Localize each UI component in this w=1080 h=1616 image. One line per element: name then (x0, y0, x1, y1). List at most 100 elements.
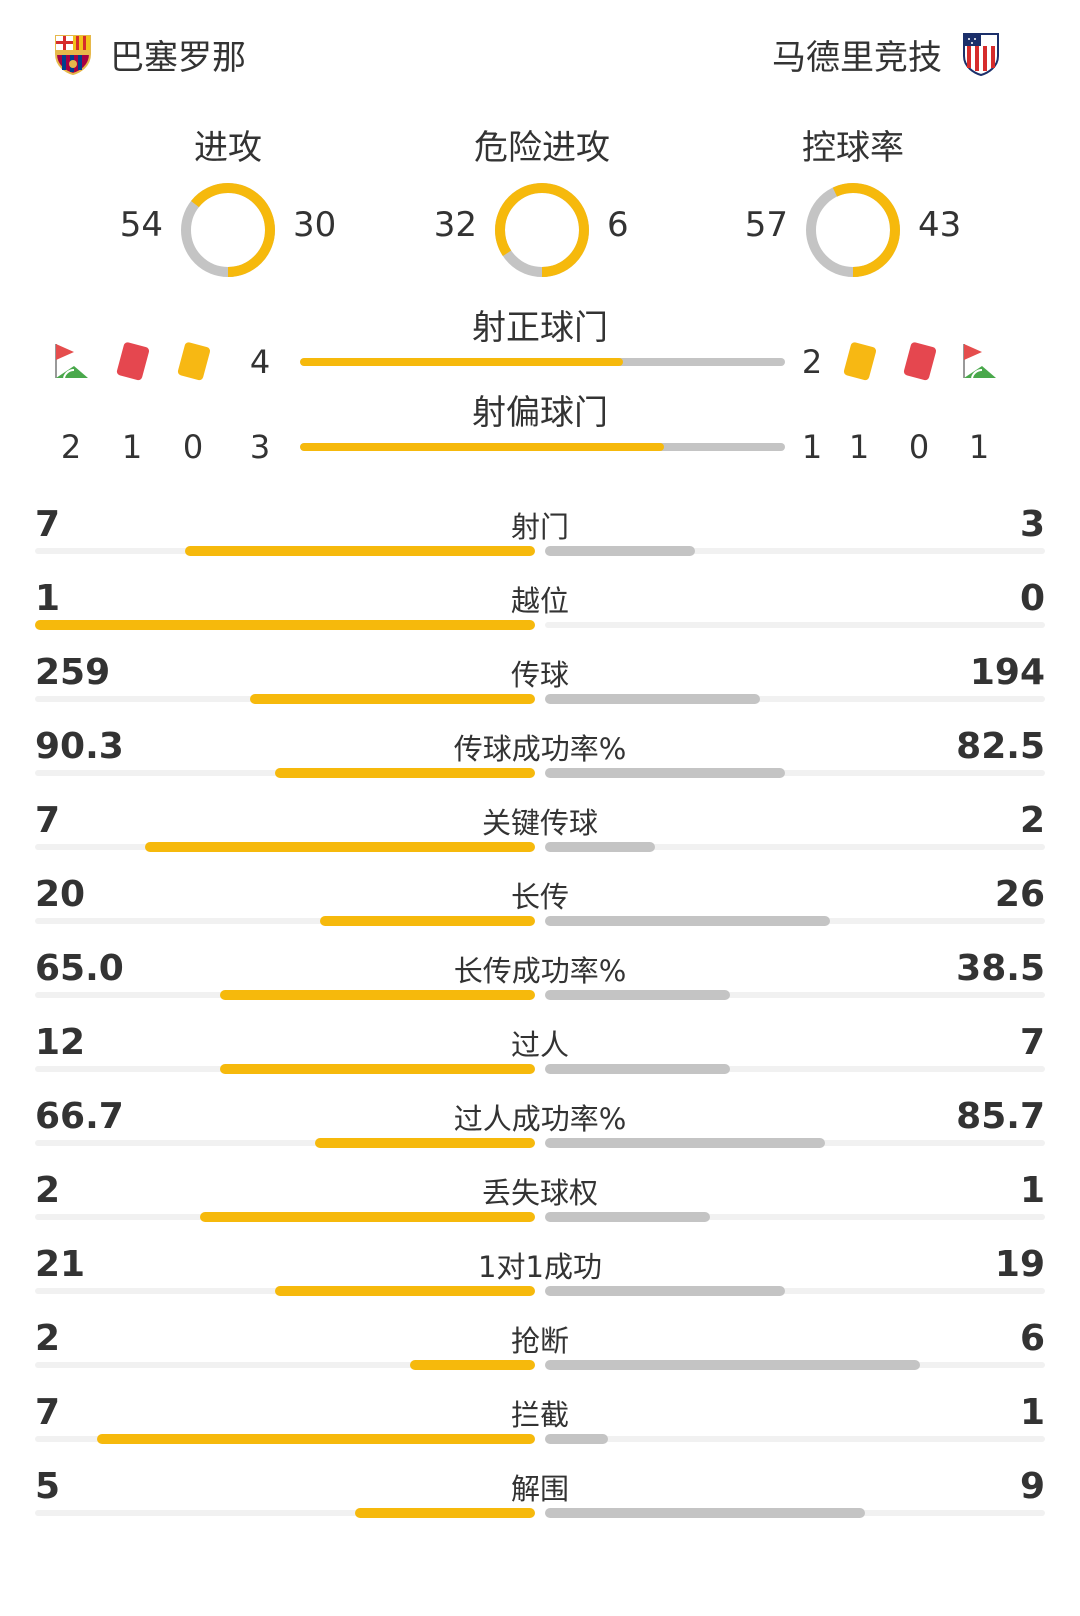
stat-home-track (35, 1140, 535, 1146)
stat-home-track (35, 1362, 535, 1368)
donut-home-value: 54 (119, 205, 163, 245)
donut-stat: 进攻 54 30 (78, 120, 378, 290)
donut-title: 危险进攻 (474, 128, 610, 168)
stat-row: 90.3 传球成功率% 82.5 (0, 716, 1080, 792)
donut-title: 控球率 (802, 128, 904, 168)
stat-home-bar (35, 620, 535, 630)
stat-row: 20 长传 26 (0, 864, 1080, 940)
donut-home-value: 32 (433, 205, 477, 245)
stat-away-bar (545, 1286, 785, 1296)
stat-label: 过人成功率% (453, 1102, 627, 1136)
stat-home-value: 7 (35, 504, 61, 545)
stat-away-bar (545, 990, 730, 1000)
stat-home-bar (97, 1434, 535, 1444)
stat-row: 2 丢失球权 1 (0, 1160, 1080, 1236)
home-red-cards: 1 (121, 428, 143, 466)
home-team-name[interactable]: 巴塞罗那 (110, 38, 246, 78)
stat-home-bar (200, 1212, 535, 1222)
red-card-icon (903, 342, 937, 381)
donut-stat: 控球率 57 43 (703, 120, 1003, 290)
donut-home-arc (806, 183, 900, 277)
donut-away-value: 43 (918, 205, 962, 245)
stat-home-bar (185, 546, 535, 556)
stat-home-value: 65.0 (35, 948, 124, 989)
stat-away-bar (545, 1508, 865, 1518)
stat-away-value: 6 (1019, 1318, 1045, 1359)
stat-row: 5 解围 9 (0, 1456, 1080, 1532)
stat-label: 传球 (510, 658, 569, 692)
shots-off-away: 1 (801, 428, 823, 466)
donut-away-value: 6 (607, 205, 629, 245)
stat-away-track (545, 1436, 1045, 1442)
shots-off-label: 射偏球门 (472, 393, 608, 433)
shots-on-home: 4 (249, 343, 271, 381)
stat-home-bar (275, 768, 535, 778)
stat-away-track (545, 992, 1045, 998)
stat-home-bar (145, 842, 535, 852)
stat-home-bar (320, 916, 535, 926)
away-corners: 1 (968, 428, 990, 466)
stat-home-value: 259 (35, 652, 111, 693)
stat-away-value: 26 (994, 874, 1045, 915)
stat-home-value: 12 (35, 1022, 86, 1063)
stat-row: 65.0 长传成功率% 38.5 (0, 938, 1080, 1014)
stat-away-bar (545, 694, 760, 704)
stat-label: 抢断 (510, 1324, 569, 1358)
stat-away-track (545, 1288, 1045, 1294)
stat-home-track (35, 1510, 535, 1516)
stat-home-value: 66.7 (35, 1096, 124, 1137)
stat-away-bar (545, 546, 695, 556)
stat-away-bar (545, 768, 785, 778)
stat-away-bar (545, 1360, 920, 1370)
stat-away-track (545, 770, 1045, 776)
stat-away-value: 7 (1019, 1022, 1045, 1063)
stat-row: 2 抢断 6 (0, 1308, 1080, 1384)
stat-away-bar (545, 1212, 710, 1222)
stat-home-bar (250, 694, 535, 704)
stat-away-track (545, 622, 1045, 628)
stat-label: 长传 (510, 880, 569, 914)
shots-off-bar (300, 443, 785, 451)
stat-row: 259 传球 194 (0, 642, 1080, 718)
stat-away-track (545, 1214, 1045, 1220)
shots-on-bar (300, 358, 785, 366)
stat-away-bar (545, 916, 830, 926)
away-team-name[interactable]: 马德里竞技 (772, 38, 942, 78)
stat-row: 7 关键传球 2 (0, 790, 1080, 866)
stat-row: 1 越位 0 (0, 568, 1080, 644)
stat-row: 66.7 过人成功率% 85.7 (0, 1086, 1080, 1162)
stat-row: 21 1对1成功 19 (0, 1234, 1080, 1310)
stat-home-track (35, 918, 535, 924)
home-corners: 2 (60, 428, 82, 466)
stat-away-value: 194 (969, 652, 1045, 693)
stat-away-value: 3 (1019, 504, 1045, 545)
stat-home-value: 7 (35, 800, 61, 841)
stat-away-value: 0 (1019, 578, 1045, 619)
donut-ring (495, 183, 589, 277)
stat-away-value: 9 (1019, 1466, 1045, 1507)
corner-flag-icon (963, 344, 996, 379)
shots-off-home-fill (300, 443, 664, 451)
barcelona-crest-icon (55, 35, 91, 76)
stat-away-track (545, 1066, 1045, 1072)
home-yellow-cards: 0 (182, 428, 204, 466)
stat-label: 越位 (510, 584, 569, 618)
atletico-crest-icon (963, 33, 999, 76)
stat-home-bar (220, 990, 535, 1000)
stat-label: 关键传球 (481, 806, 598, 840)
donut-home-arc (181, 183, 275, 277)
stat-row: 7 射门 3 (0, 494, 1080, 570)
stat-row: 7 拦截 1 (0, 1382, 1080, 1458)
stat-home-value: 7 (35, 1392, 61, 1433)
stat-home-value: 2 (35, 1318, 61, 1359)
away-yellow-cards: 1 (848, 428, 870, 466)
donut-home-arc (495, 183, 589, 277)
donut-ring (181, 183, 275, 277)
stat-label: 长传成功率% (453, 954, 627, 988)
stat-label: 丢失球权 (481, 1176, 598, 1210)
stat-label: 传球成功率% (453, 732, 627, 766)
donut-stat: 危险进攻 32 6 (392, 120, 692, 290)
stat-away-value: 38.5 (956, 948, 1045, 989)
stat-home-value: 21 (35, 1244, 86, 1285)
shots-on-away: 2 (801, 343, 823, 381)
